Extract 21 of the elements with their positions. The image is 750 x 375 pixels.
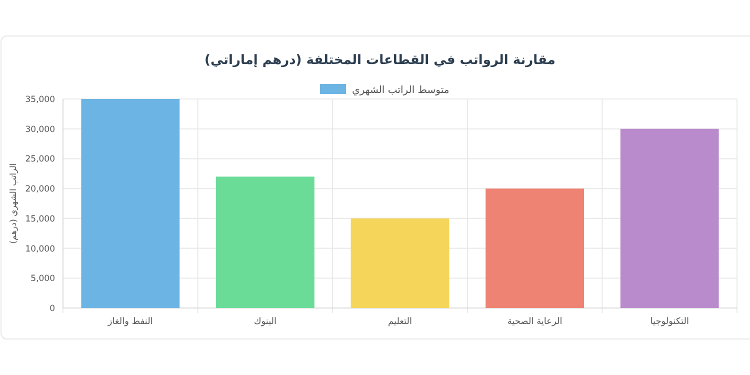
x-tick-label: الرعاية الصحية bbox=[507, 317, 562, 327]
y-tick-label: 5,000 bbox=[30, 274, 55, 284]
y-tick-label: 15,000 bbox=[25, 214, 55, 224]
legend-label: متوسط الراتب الشهري bbox=[352, 85, 450, 96]
y-axis-title: الراتب الشهري (درهم) bbox=[9, 163, 19, 244]
y-tick-label: 30,000 bbox=[25, 124, 55, 135]
y-tick-label: 0 bbox=[50, 304, 55, 314]
x-tick-label: التعليم bbox=[388, 317, 412, 327]
y-tick-label: 10,000 bbox=[25, 244, 55, 254]
bar bbox=[350, 218, 450, 308]
bar bbox=[216, 176, 314, 308]
bar bbox=[620, 128, 719, 308]
bar bbox=[486, 188, 584, 308]
y-tick-label: 35,000 bbox=[25, 94, 55, 105]
y-tick-label: 20,000 bbox=[25, 184, 55, 195]
chart-title: مقارنة الرواتب في القطاعات المختلفة (درهم إماراتي) bbox=[204, 53, 556, 68]
x-tick-label: التكنولوجيا bbox=[650, 317, 689, 327]
x-tick-label: البنوك bbox=[254, 317, 277, 327]
bar bbox=[81, 99, 180, 308]
y-tick-label: 25,000 bbox=[25, 154, 55, 165]
x-tick-label: النفط والغاز bbox=[106, 317, 153, 327]
